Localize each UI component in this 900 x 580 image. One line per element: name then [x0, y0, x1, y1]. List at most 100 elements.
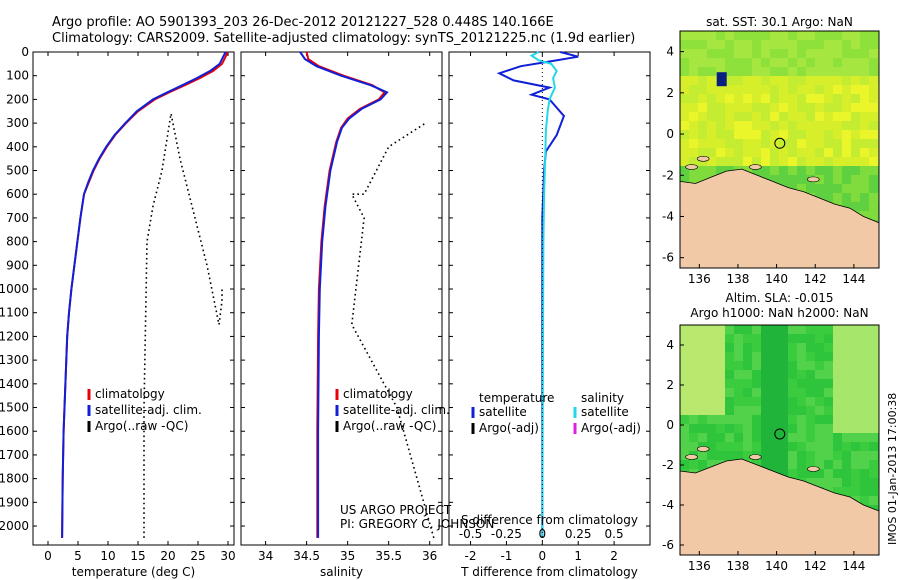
map-cell	[851, 85, 860, 94]
map-cell	[824, 370, 833, 379]
map-cell	[806, 130, 815, 139]
map-cell	[869, 334, 878, 343]
map-cell	[680, 406, 689, 415]
series-line-satellite	[299, 51, 389, 538]
map-cell	[698, 139, 707, 148]
map-cell	[770, 343, 779, 352]
map-cell	[779, 130, 788, 139]
y-tick-label: 800	[6, 235, 29, 249]
map-cell	[761, 424, 770, 433]
island	[807, 176, 820, 183]
map-cell	[779, 166, 788, 175]
map-cell	[689, 361, 698, 370]
map-cell	[743, 433, 752, 442]
map-cell	[761, 325, 770, 334]
map-cell	[743, 343, 752, 352]
map-cell	[779, 379, 788, 388]
series-line-argo	[350, 122, 435, 539]
map-cell	[842, 130, 851, 139]
map-cell	[743, 361, 752, 370]
x-tick-label: 0	[539, 549, 547, 563]
y-tick-label: 1700	[0, 448, 29, 462]
map-cell	[689, 370, 698, 379]
map-cell	[797, 442, 806, 451]
map-cell	[707, 397, 716, 406]
map-cell	[680, 121, 689, 130]
map-cell	[869, 406, 878, 415]
map-cell	[806, 76, 815, 85]
map-cell	[869, 76, 878, 85]
map-cell	[869, 31, 878, 40]
map-cell	[869, 415, 878, 424]
y-tick-label: 1900	[0, 495, 29, 509]
map-cell	[743, 424, 752, 433]
map-cell	[680, 85, 689, 94]
x-tick-label: 140	[765, 272, 788, 286]
map-cell	[734, 139, 743, 148]
legend-label: satellite-adj. clim.	[95, 403, 202, 417]
map-cell	[734, 40, 743, 49]
map-cell	[851, 388, 860, 397]
series-line-salinity_satellite	[529, 51, 558, 538]
map-cell	[869, 361, 878, 370]
map-cell	[869, 175, 878, 184]
map-cell	[761, 40, 770, 49]
y-tick-label: 1200	[0, 329, 29, 343]
map-cell	[806, 148, 815, 157]
map-cell	[851, 139, 860, 148]
map-cell	[842, 148, 851, 157]
map-cell	[770, 433, 779, 442]
island	[807, 466, 820, 472]
map-cell	[806, 361, 815, 370]
map-cell	[680, 58, 689, 67]
x-tick-label: 142	[804, 272, 827, 286]
map-cell	[824, 397, 833, 406]
map-cell	[788, 415, 797, 424]
map-cell	[860, 184, 869, 193]
map-cell	[824, 469, 833, 478]
island	[696, 446, 710, 452]
map-cell	[788, 325, 797, 334]
map-cell	[806, 112, 815, 121]
x-tick-label: 138	[727, 272, 750, 286]
map-cell	[779, 175, 788, 184]
map-cell	[716, 49, 725, 58]
map-cell	[680, 67, 689, 76]
map-cell	[770, 370, 779, 379]
map-cell	[842, 370, 851, 379]
map-cell	[779, 67, 788, 76]
map-cell	[797, 415, 806, 424]
map-cell	[788, 460, 797, 469]
map-cell	[806, 334, 815, 343]
map-cell	[860, 130, 869, 139]
map-cell	[815, 424, 824, 433]
map-cell	[860, 433, 869, 442]
map-cell	[689, 130, 698, 139]
map-cell	[842, 193, 851, 202]
map-cell	[743, 370, 752, 379]
map-cell	[761, 442, 770, 451]
map-cell	[698, 58, 707, 67]
map-cell	[698, 85, 707, 94]
map-cell	[752, 94, 761, 103]
map-cell	[815, 361, 824, 370]
map-cell	[851, 325, 860, 334]
map-cell	[797, 121, 806, 130]
map-cell	[725, 58, 734, 67]
map-cell	[842, 202, 851, 211]
map-cell	[698, 175, 707, 184]
map-cell	[707, 379, 716, 388]
map-cell	[842, 424, 851, 433]
map-cell	[851, 442, 860, 451]
map-cell	[860, 334, 869, 343]
map-cell	[680, 139, 689, 148]
map-cell	[851, 58, 860, 67]
map-cell	[752, 157, 761, 166]
map-cell	[725, 130, 734, 139]
sst-map-panel: 136 138 140 142 144 4 2 0 -2 -4 -6 sat. SST: 30.1 A…	[662, 15, 880, 286]
map-cell	[815, 379, 824, 388]
map-cell	[689, 343, 698, 352]
map-cell	[851, 175, 860, 184]
map-cell	[824, 112, 833, 121]
map-cell	[860, 103, 869, 112]
